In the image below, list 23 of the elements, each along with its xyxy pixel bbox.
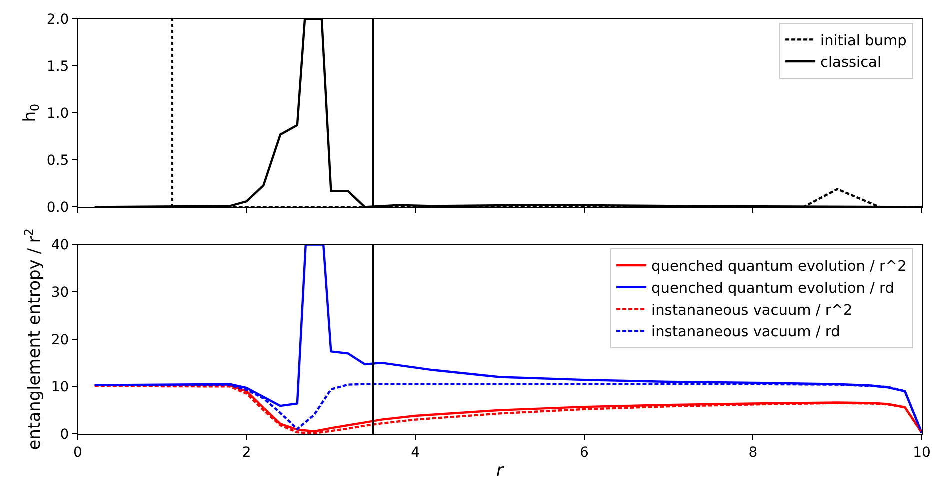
legend-label: instananeous vacuum / r^2 (652, 302, 853, 319)
y-tick-label: 0.0 (46, 200, 70, 216)
x-tick-label: 10 (913, 444, 931, 461)
y-tick-label: 0.5 (46, 153, 70, 170)
y-tick-label: 40 (51, 238, 70, 254)
legend-label: quenched quantum evolution / rd (652, 281, 894, 298)
legend-label: classical (820, 55, 882, 72)
x-axis-title: r (496, 461, 504, 482)
x-tick-label: 8 (748, 444, 758, 461)
legend-label: quenched quantum evolution / r^2 (652, 259, 907, 276)
x-tick-label: 0 (74, 444, 82, 461)
y-tick-label: 10 (51, 380, 70, 396)
x-tick-label: 2 (242, 444, 252, 461)
y-tick-label: 20 (51, 332, 70, 348)
y-tick-label: 1.0 (46, 106, 70, 122)
y-tick-label: 30 (51, 285, 70, 302)
legend-label: instananeous vacuum / rd (652, 324, 840, 341)
legend-label: initial bump (820, 33, 907, 50)
x-tick-label: 4 (411, 444, 420, 461)
y-tick-label: 0 (60, 426, 70, 443)
y-tick-label: 1.5 (46, 58, 70, 75)
y-tick-label: 2.0 (46, 12, 70, 28)
x-tick-label: 6 (580, 444, 589, 461)
